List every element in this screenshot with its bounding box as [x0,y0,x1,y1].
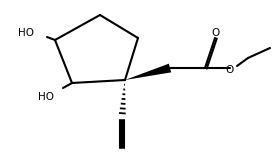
Text: HO: HO [38,92,54,102]
Text: O: O [226,65,234,75]
Text: O: O [211,28,219,38]
Polygon shape [125,64,171,80]
Text: HO: HO [18,28,34,38]
